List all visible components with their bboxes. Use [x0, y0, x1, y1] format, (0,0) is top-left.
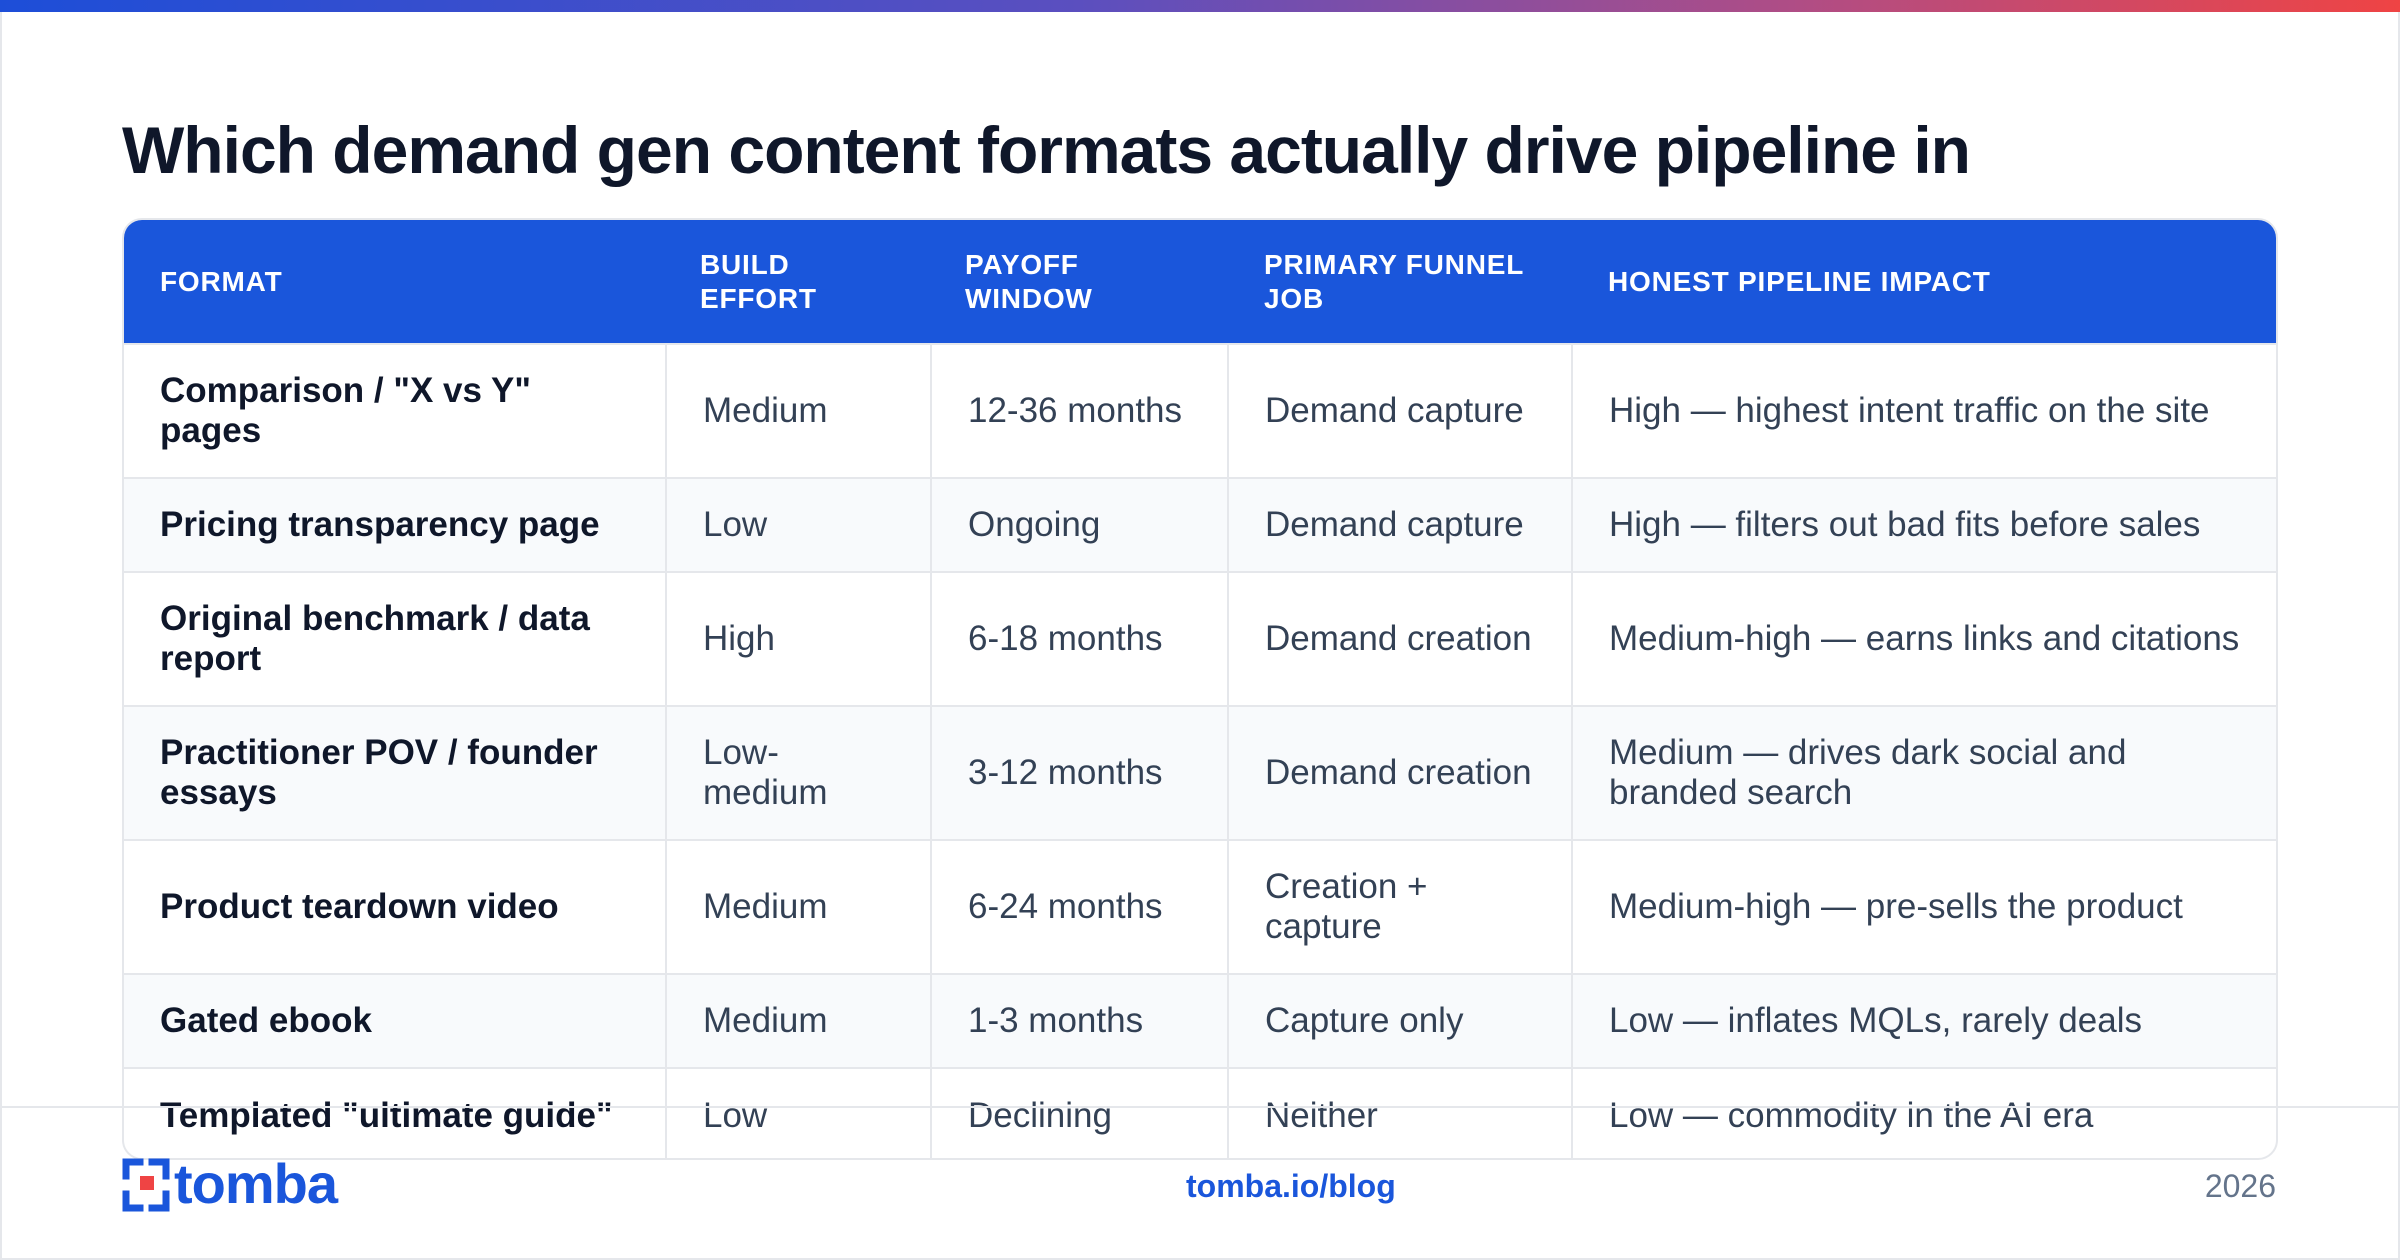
- cell-format: Gated ebook: [124, 973, 666, 1068]
- cell-build-effort: Low-medium: [665, 705, 931, 840]
- cell-payoff-window: 1-3 months: [930, 973, 1228, 1068]
- cell-format: Practitioner POV / founder essays: [124, 705, 666, 840]
- header-row: FORMAT BUILD EFFORT PAYOFF WINDOW PRIMAR…: [124, 220, 2276, 344]
- cell-pipeline-impact: High — highest intent traffic on the sit…: [1571, 343, 2276, 478]
- cell-funnel-job: Capture only: [1227, 973, 1572, 1068]
- cell-pipeline-impact: Low — commodity in the AI era: [1571, 1067, 2276, 1158]
- content-format-table: FORMAT BUILD EFFORT PAYOFF WINDOW PRIMAR…: [122, 218, 2278, 1160]
- table-header: FORMAT BUILD EFFORT PAYOFF WINDOW PRIMAR…: [124, 220, 2276, 344]
- cell-payoff-window: 6-24 months: [930, 839, 1228, 974]
- header-payoff-window: PAYOFF WINDOW: [965, 248, 1093, 314]
- cell-funnel-job: Demand creation: [1227, 705, 1572, 840]
- cell-funnel-job: Demand creation: [1227, 571, 1572, 706]
- table-row: Pricing transparency page Low Ongoing De…: [124, 477, 2276, 572]
- cell-funnel-job: Demand capture: [1227, 477, 1572, 572]
- header-format: FORMAT: [160, 265, 283, 297]
- table-row: Original benchmark / data report High 6-…: [124, 571, 2276, 706]
- cell-funnel-job: Neither: [1227, 1067, 1572, 1158]
- tomba-logo-wordmark: tomba: [174, 1158, 339, 1212]
- cell-payoff-window: Declining: [930, 1067, 1228, 1158]
- footer-year: 2026: [2204, 1168, 2276, 1204]
- cell-funnel-job: Demand capture: [1227, 343, 1572, 478]
- cell-build-effort: Medium: [665, 343, 931, 478]
- table-body: Comparison / "X vs Y" pages Medium 12-36…: [124, 343, 2276, 1158]
- table-row: Product teardown video Medium 6-24 month…: [124, 839, 2276, 974]
- cell-format: Product teardown video: [124, 839, 666, 974]
- table-row: Practitioner POV / founder essays Low-me…: [124, 705, 2276, 840]
- table-row: Comparison / "X vs Y" pages Medium 12-36…: [124, 343, 2276, 478]
- cell-format: Original benchmark / data report: [124, 571, 666, 706]
- tomba-logo[interactable]: tomba: [122, 1158, 382, 1212]
- cell-build-effort: Low: [665, 477, 931, 572]
- cell-build-effort: High: [665, 571, 931, 706]
- cell-payoff-window: 3-12 months: [930, 705, 1228, 840]
- cell-pipeline-impact: Medium-high — earns links and citations: [1571, 571, 2276, 706]
- cell-pipeline-impact: High — filters out bad fits before sales: [1571, 477, 2276, 572]
- cell-funnel-job: Creation + capture: [1227, 839, 1572, 974]
- cell-payoff-window: 6-18 months: [930, 571, 1228, 706]
- cell-build-effort: Medium: [665, 839, 931, 974]
- cell-build-effort: Low: [665, 1067, 931, 1158]
- footer-divider: [0, 1106, 2400, 1108]
- cell-format: Pricing transparency page: [124, 477, 666, 572]
- cell-pipeline-impact: Medium — drives dark social and branded …: [1571, 705, 2276, 840]
- cell-payoff-window: Ongoing: [930, 477, 1228, 572]
- table-row: Templated "ultimate guide" Low Declining…: [124, 1067, 2276, 1158]
- cell-format: Comparison / "X vs Y" pages: [124, 343, 666, 478]
- cell-build-effort: Medium: [665, 973, 931, 1068]
- gradient-accent-bar: [0, 0, 2400, 12]
- tomba-logo-mark-icon: [122, 1158, 170, 1212]
- cell-pipeline-impact: Low — inflates MQLs, rarely deals: [1571, 973, 2276, 1068]
- table: FORMAT BUILD EFFORT PAYOFF WINDOW PRIMAR…: [124, 220, 2276, 1158]
- table-row: Gated ebook Medium 1-3 months Capture on…: [124, 973, 2276, 1068]
- cell-pipeline-impact: Medium-high — pre-sells the product: [1571, 839, 2276, 974]
- header-honest-pipeline-impact: HONEST PIPELINE IMPACT: [1608, 265, 1991, 297]
- footer-blog-link[interactable]: tomba.io/blog: [1186, 1168, 1396, 1204]
- cell-payoff-window: 12-36 months: [930, 343, 1228, 478]
- header-build-effort: BUILD EFFORT: [700, 248, 817, 314]
- cell-format: Templated "ultimate guide": [124, 1067, 666, 1158]
- header-primary-funnel-job: PRIMARY FUNNEL JOB: [1264, 248, 1524, 314]
- page-title: Which demand gen content formats actuall…: [122, 113, 1971, 208]
